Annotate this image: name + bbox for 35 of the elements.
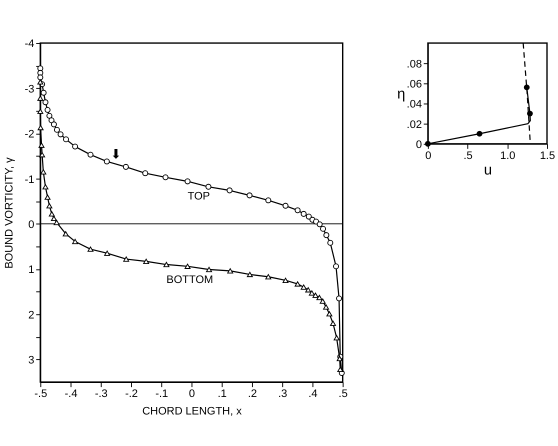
x-axis-title: u <box>484 162 492 179</box>
y-tick-label: -1 <box>24 174 34 186</box>
x-tick-label: .5 <box>463 150 473 162</box>
y-axis-title: η <box>397 86 406 102</box>
series-label: BOTTOM <box>166 274 214 286</box>
y-tick-label: -2 <box>24 128 34 141</box>
y-tick-label: .06 <box>406 78 422 90</box>
y-axis-title: BOUND VORTICITY, γ <box>4 156 16 269</box>
y-tick-label: .04 <box>406 98 422 111</box>
annotation: ⬇ <box>110 146 122 162</box>
x-tick-label: 0 <box>425 150 432 162</box>
y-tick-label: .08 <box>406 58 422 70</box>
y-tick-label: 2 <box>28 309 34 322</box>
x-tick-label: -.2 <box>125 388 138 400</box>
y-tick-label: -3 <box>24 83 34 96</box>
x-tick-label: -.1 <box>155 388 168 400</box>
y-tick-label: 3 <box>28 354 34 367</box>
x-tick-label: 1.0 <box>500 150 516 162</box>
y-tick-label: 0 <box>416 138 422 151</box>
x-tick-label: 0 <box>188 388 196 400</box>
x-tick-label: -.5 <box>34 388 48 400</box>
y-tick-label: 1 <box>28 264 34 276</box>
x-tick-label: .3 <box>278 388 288 400</box>
series-label: TOP <box>188 190 210 203</box>
x-tick-label: .1 <box>218 388 227 400</box>
y-tick-label: -4 <box>24 38 34 50</box>
x-axis-title: CHORD LENGTH, x <box>142 406 242 418</box>
y-tick-label: 0 <box>28 218 34 231</box>
x-tick-label: .5 <box>338 388 348 400</box>
x-tick-label: -.4 <box>64 388 78 400</box>
y-tick-label: .02 <box>406 118 422 131</box>
x-tick-label: .4 <box>308 388 318 400</box>
x-tick-label: .2 <box>248 388 258 400</box>
x-tick-label: 1.5 <box>540 150 556 162</box>
x-tick-label: -.3 <box>94 388 108 400</box>
